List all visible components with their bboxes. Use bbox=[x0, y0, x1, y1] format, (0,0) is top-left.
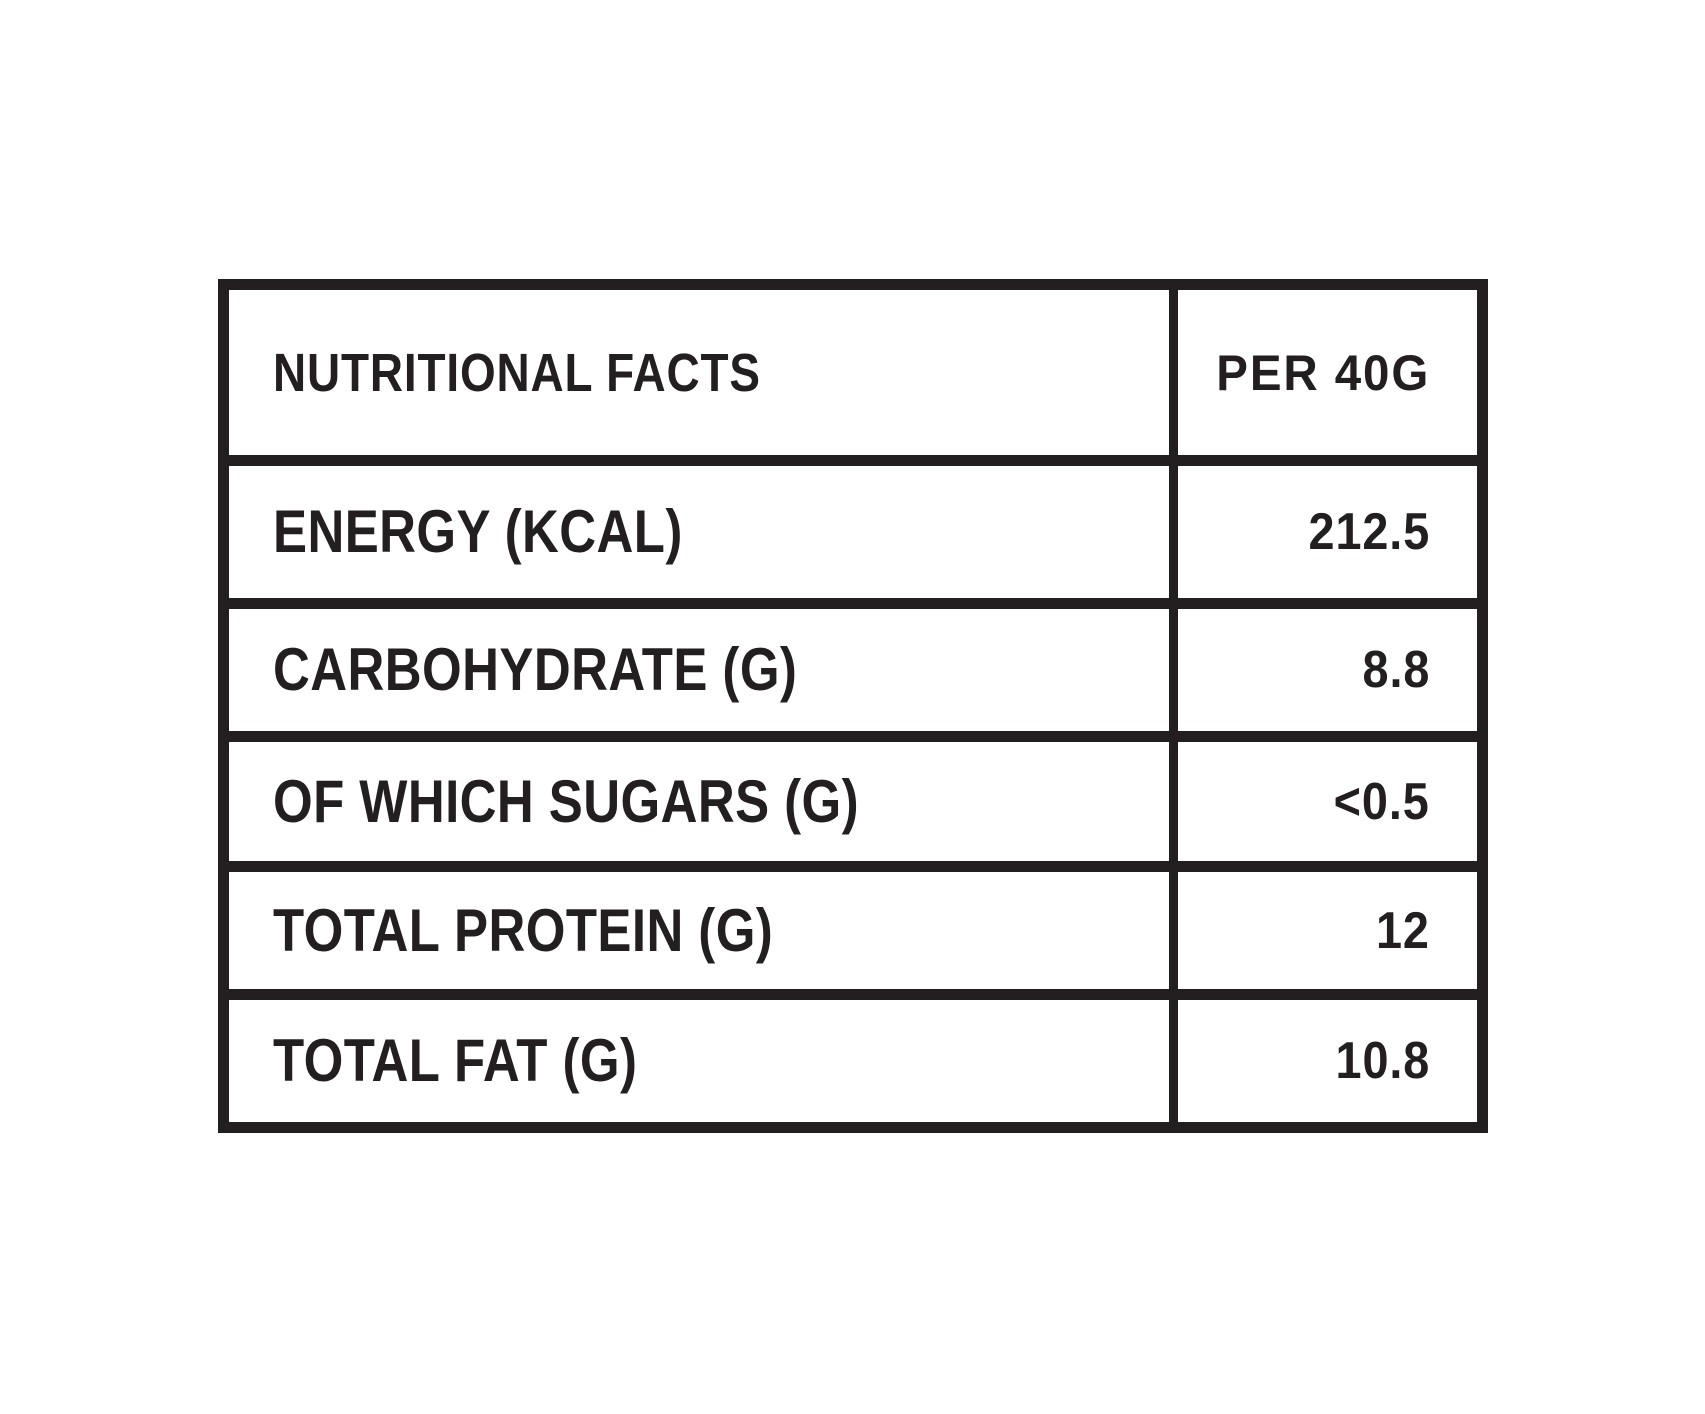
table-row-protein-value-cell: 12 bbox=[1178, 872, 1477, 989]
sugars-label: OF WHICH SUGARS (G) bbox=[273, 767, 860, 835]
table-row-sugars-label-cell: OF WHICH SUGARS (G) bbox=[229, 742, 1169, 861]
energy-label: ENERGY (KCAL) bbox=[273, 498, 683, 565]
protein-label: TOTAL PROTEIN (G) bbox=[273, 896, 774, 964]
nutritional-facts-heading: NUTRITIONAL FACTS bbox=[273, 342, 761, 403]
header-cell-per-40g: PER 40G bbox=[1178, 290, 1477, 455]
table-row-fat-value-cell: 10.8 bbox=[1178, 1000, 1477, 1122]
table-row-protein-label-cell: TOTAL PROTEIN (G) bbox=[229, 872, 1169, 989]
protein-value: 12 bbox=[1376, 901, 1430, 960]
table-row-energy-value-cell: 212.5 bbox=[1178, 466, 1477, 598]
sugars-value: <0.5 bbox=[1334, 772, 1430, 831]
energy-value: 212.5 bbox=[1308, 503, 1430, 561]
table-row-carbohydrate-label-cell: CARBOHYDRATE (G) bbox=[229, 609, 1169, 731]
fat-label: TOTAL FAT (G) bbox=[273, 1027, 638, 1094]
carbohydrate-value: 8.8 bbox=[1362, 641, 1430, 699]
table-row-carbohydrate-value-cell: 8.8 bbox=[1178, 609, 1477, 731]
serving-size-heading: PER 40G bbox=[1216, 344, 1430, 401]
table-row-energy-label-cell: ENERGY (KCAL) bbox=[229, 466, 1169, 598]
table-row-fat-label-cell: TOTAL FAT (G) bbox=[229, 1000, 1169, 1122]
table-row-sugars-value-cell: <0.5 bbox=[1178, 742, 1477, 861]
header-cell-nutritional-facts: NUTRITIONAL FACTS bbox=[229, 290, 1169, 455]
fat-value: 10.8 bbox=[1335, 1032, 1430, 1090]
nutrition-facts-table: NUTRITIONAL FACTS PER 40G ENERGY (KCAL) … bbox=[218, 279, 1488, 1133]
carbohydrate-label: CARBOHYDRATE (G) bbox=[273, 636, 798, 703]
